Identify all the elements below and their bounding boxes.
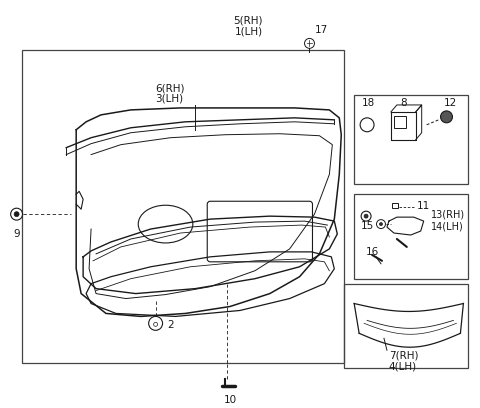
Circle shape [441,111,453,123]
Text: 17: 17 [314,25,328,35]
Text: 12: 12 [444,98,457,108]
Bar [344,284,468,368]
Text: 16: 16 [366,247,379,257]
Bar [354,95,468,184]
Text: 4(LH): 4(LH) [389,361,417,371]
Bar [392,203,398,208]
Bar [394,116,406,128]
Text: 8: 8 [400,98,407,108]
Bar [354,194,468,279]
Text: 14(LH): 14(LH) [431,221,463,231]
Text: 6(RH): 6(RH) [156,83,185,93]
Text: 11: 11 [417,201,430,211]
Text: 2: 2 [168,320,174,330]
Text: 5(RH): 5(RH) [233,16,263,26]
Circle shape [364,214,368,218]
Text: 13(RH): 13(RH) [431,209,465,219]
Text: 7(RH): 7(RH) [389,350,419,360]
Text: 18: 18 [362,98,375,108]
Text: 3(LH): 3(LH) [156,94,184,104]
Bar [22,50,344,363]
Text: 10: 10 [224,395,237,405]
Text: 1(LH): 1(LH) [235,27,263,36]
Text: 15: 15 [361,221,374,231]
Text: 9: 9 [13,229,20,239]
Circle shape [14,212,19,217]
Circle shape [380,223,383,226]
